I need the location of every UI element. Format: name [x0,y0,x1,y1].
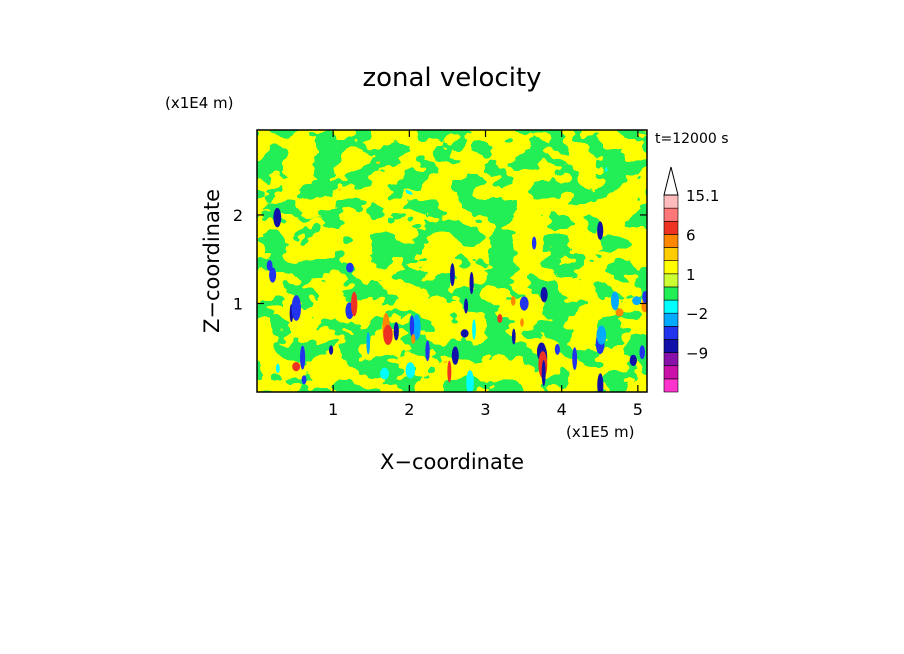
velocity-core [464,298,469,314]
colorbar-bin [663,220,679,235]
velocity-core [519,296,529,311]
velocity-cores [266,207,647,392]
velocity-core [411,333,416,344]
velocity-core [597,221,604,240]
colorbar-bin [663,247,679,261]
colorbar-bin [663,207,679,222]
velocity-core [275,363,280,373]
x-tick-label: 5 [633,400,643,419]
time-label: t=12000 s [655,131,729,147]
velocity-core [383,324,393,345]
velocity-core [266,260,273,271]
y-tick-label: 1 [233,294,243,313]
velocity-core [460,329,469,338]
colorbar-bin [663,273,679,288]
velocity-core [425,340,430,362]
velocity-field [257,130,647,392]
x-axis-title: X−coordinate [380,450,524,474]
velocity-core [596,325,607,345]
velocity-core [639,345,646,360]
colorbar-label: 6 [686,226,696,244]
colorbar-label: −2 [686,305,708,323]
velocity-core [541,360,546,387]
velocity-core [269,267,277,283]
velocity-core [472,319,476,340]
y-unit-label: (x1E4 m) [165,94,234,112]
velocity-core [300,345,306,370]
colorbar-bin [663,194,679,209]
field-cyan-regions [257,130,647,392]
colorbar-bin [663,260,679,275]
velocity-core [447,360,452,383]
velocity-core [380,367,389,380]
velocity-core [409,315,415,337]
velocity-core [451,346,459,365]
velocity-core [510,295,516,306]
velocity-core [540,287,548,303]
velocity-core [642,290,647,303]
velocity-core [554,343,560,355]
x-unit-label: (x1E5 m) [566,423,635,441]
x-tick-label: 1 [328,400,338,419]
x-axis: 1 2 3 4 5 [328,130,643,419]
velocity-core [597,373,604,392]
x-tick-label: 2 [404,400,414,419]
velocity-core [615,308,624,317]
velocity-core [351,291,358,317]
velocity-core [291,295,301,321]
velocity-core [450,263,455,287]
colorbar-bin [663,326,679,340]
velocity-core [632,296,642,306]
velocity-core [572,347,578,370]
velocity-core [466,370,474,392]
velocity-core [629,354,637,367]
velocity-core [405,362,416,379]
colorbar: 15.1 6 1 −2 −9 [663,166,719,393]
velocity-core [497,314,503,323]
velocity-core [346,262,354,273]
velocity-core [301,375,307,385]
plot-frame [256,129,648,393]
velocity-core [531,236,537,250]
velocity-core [328,345,334,355]
y-axis: 12 [233,206,647,313]
velocity-core [412,314,421,340]
velocity-core [610,291,620,311]
chart-title: zonal velocity [362,63,541,93]
colorbar-bin [663,312,679,327]
colorbar-bin [663,339,679,353]
velocity-core [469,271,474,295]
velocity-core [393,322,399,341]
velocity-core [273,207,282,228]
colorbar-bin [663,365,679,380]
colorbar-bin [663,299,679,314]
y-tick-label: 2 [233,206,243,225]
colorbar-label: 1 [686,266,696,284]
colorbar-bin [663,286,679,301]
velocity-core [511,328,516,345]
colorbar-extend-arrow [663,166,679,196]
velocity-core [520,318,524,327]
colorbar-bin [663,352,679,367]
colorbar-bin [663,378,679,393]
colorbar-label: 15.1 [686,187,719,205]
velocity-core [366,331,371,355]
colorbar-label: −9 [686,345,708,363]
x-tick-label: 4 [557,400,567,419]
y-axis-title: Z−coordinate [200,189,224,333]
colorbar-bin [663,234,679,248]
velocity-core [292,361,301,372]
x-tick-label: 3 [480,400,490,419]
